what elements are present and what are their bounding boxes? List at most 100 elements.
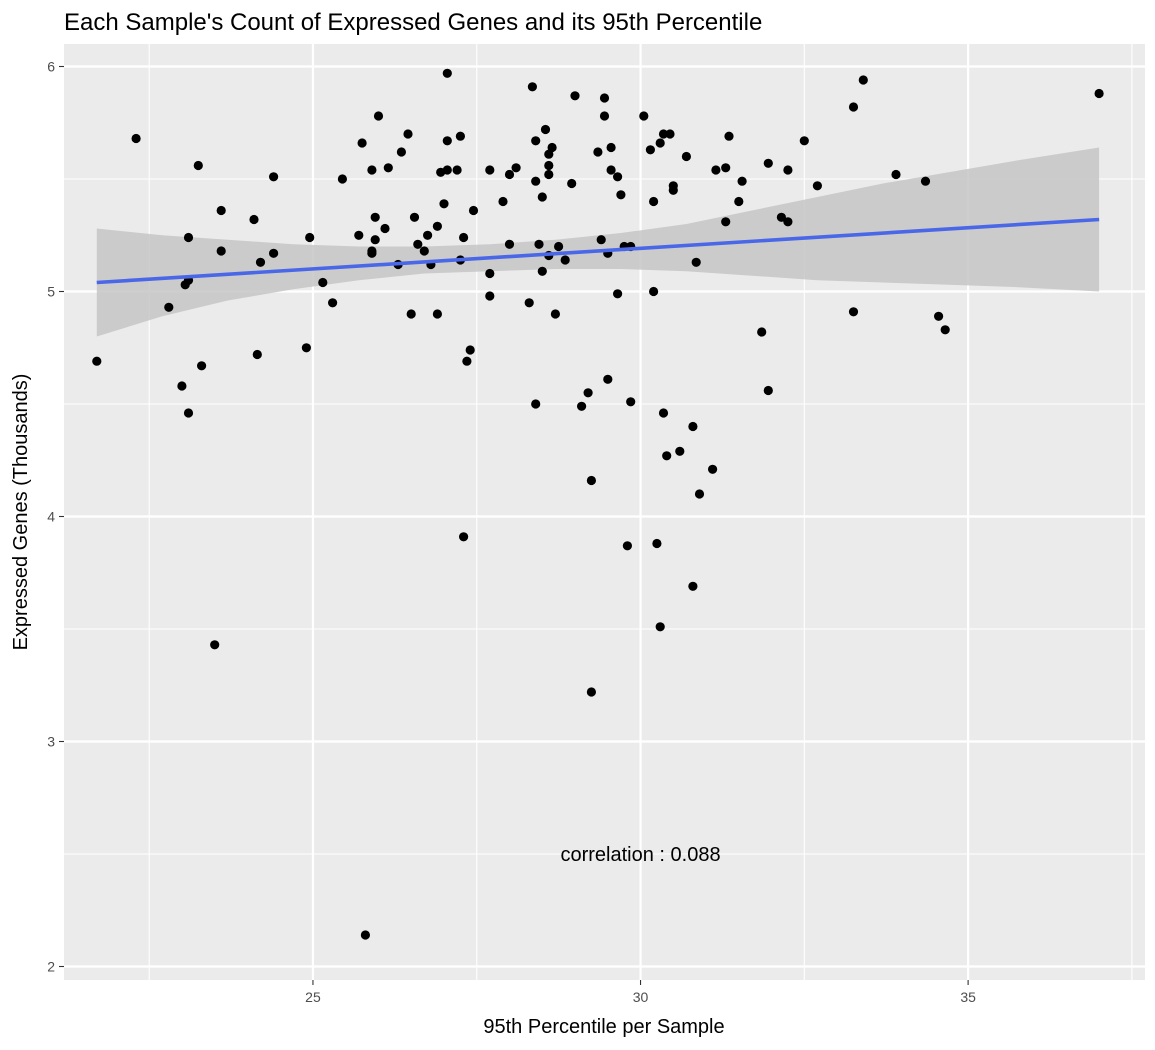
data-point <box>544 169 554 180</box>
y-tick-label: 6 <box>47 59 55 75</box>
data-point <box>848 102 859 112</box>
data-point <box>328 298 338 308</box>
data-point <box>606 142 616 153</box>
data-point <box>534 239 544 249</box>
data-point <box>688 421 698 432</box>
data-point <box>439 199 449 209</box>
data-point <box>216 246 226 256</box>
data-point <box>848 307 859 317</box>
data-point <box>652 538 662 549</box>
data-point <box>626 397 636 407</box>
data-point <box>599 111 610 121</box>
data-point <box>596 235 606 245</box>
data-point <box>691 257 701 267</box>
data-point <box>177 381 187 391</box>
fit-line <box>96 217 1100 285</box>
data-point <box>357 138 367 148</box>
data-point <box>373 111 384 121</box>
y-axis-title: Expressed Genes (Thousands) <box>10 374 32 651</box>
data-point <box>649 196 659 207</box>
data-point <box>452 165 462 175</box>
data-point <box>554 241 564 252</box>
data-point <box>681 151 692 162</box>
data-point <box>737 176 747 186</box>
data-point <box>783 217 793 227</box>
data-point <box>269 172 279 182</box>
data-point <box>586 475 597 486</box>
data-point <box>757 327 767 337</box>
data-point <box>337 174 347 184</box>
data-point <box>708 464 718 474</box>
x-tick-label: 30 <box>633 989 649 1005</box>
data-point <box>419 246 429 256</box>
data-point <box>645 145 656 155</box>
data-point <box>711 165 721 175</box>
data-point <box>858 75 868 85</box>
data-point <box>524 298 534 308</box>
data-point <box>360 930 370 940</box>
data-point <box>252 349 262 360</box>
data-point <box>616 190 626 200</box>
data-point <box>655 622 665 632</box>
data-point <box>527 82 538 92</box>
x-axis-title: 95th Percentile per Sample <box>483 1016 724 1038</box>
data-point <box>396 147 406 157</box>
data-point <box>675 446 685 456</box>
data-point <box>734 196 744 207</box>
data-point <box>432 221 442 231</box>
data-point <box>504 169 515 180</box>
data-point <box>455 131 465 141</box>
data-point <box>550 309 561 319</box>
data-point <box>468 205 479 216</box>
data-point <box>383 163 393 173</box>
data-point <box>783 165 793 175</box>
data-point <box>432 309 442 319</box>
data-point <box>531 399 541 409</box>
data-point <box>485 291 495 301</box>
data-point <box>92 356 102 366</box>
data-point <box>613 172 623 182</box>
data-point <box>370 212 380 222</box>
data-point <box>409 212 420 222</box>
y-tick-label: 4 <box>47 509 55 525</box>
data-point <box>540 124 551 135</box>
points-layer <box>92 68 1104 940</box>
x-tick-label: 25 <box>305 989 321 1005</box>
y-axis-ticks: 2 3 4 5 6 <box>47 59 64 975</box>
data-point <box>593 147 603 157</box>
data-point <box>940 325 950 335</box>
data-point <box>799 136 809 146</box>
data-point <box>577 401 587 411</box>
data-point <box>249 214 259 225</box>
data-point <box>354 230 364 240</box>
data-point <box>570 91 580 101</box>
data-point <box>763 385 773 396</box>
data-point <box>442 165 452 175</box>
data-point <box>668 185 678 195</box>
data-point <box>413 239 423 249</box>
data-point <box>370 235 380 245</box>
data-point <box>255 257 266 267</box>
data-point <box>367 165 377 175</box>
data-point <box>131 133 141 144</box>
data-point <box>812 181 823 191</box>
data-point <box>622 541 633 551</box>
data-point <box>403 129 413 139</box>
data-point <box>1094 88 1104 99</box>
data-point <box>658 129 669 139</box>
data-point <box>485 165 495 175</box>
data-point <box>459 232 469 243</box>
data-point <box>465 345 475 355</box>
data-point <box>183 232 194 243</box>
data-point <box>694 489 705 499</box>
data-point <box>721 163 731 173</box>
data-point <box>269 248 279 258</box>
data-point <box>655 138 665 148</box>
data-point <box>603 374 613 384</box>
data-point <box>891 169 901 180</box>
data-point <box>318 277 328 288</box>
data-point <box>567 178 577 189</box>
data-point <box>531 176 541 186</box>
data-point <box>164 302 174 312</box>
data-point <box>442 136 452 146</box>
